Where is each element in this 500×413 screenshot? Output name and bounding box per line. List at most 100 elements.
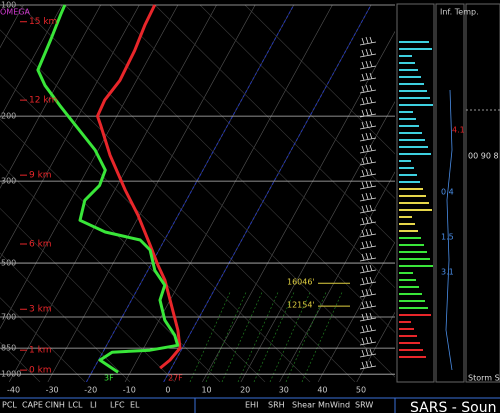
x-tick-label: -30 (46, 386, 59, 395)
mixing-ratio (253, 292, 295, 382)
wind-barb (359, 348, 377, 358)
dry-adiabat (0, 118, 266, 382)
wind-barb (359, 132, 377, 142)
wind-barb (359, 108, 377, 118)
x-tick-label: 10 (201, 386, 211, 395)
wind-barb (359, 48, 377, 58)
x-tick-label: 20 (240, 386, 250, 395)
height-label: 15 km (29, 17, 57, 27)
pressure-label: 300 (1, 177, 16, 186)
mixing-ratio (237, 292, 279, 382)
profile-line (36, 4, 180, 374)
surface-dewpoint-label: 3F (104, 374, 114, 383)
wind-barb (359, 312, 377, 322)
mixing-ratio (285, 292, 327, 382)
wind-barb (359, 336, 377, 346)
inferred-temp-panel (435, 3, 465, 383)
height-label: 1 km (29, 346, 52, 356)
mixing-ratio (189, 292, 231, 382)
pressure-label: 100 (1, 1, 16, 10)
wind-barb (359, 60, 377, 70)
isotherm (8, 4, 217, 382)
inferred-temp-title: Inf. Temp. (440, 8, 479, 17)
hodo-footer: Storm Sli (468, 374, 500, 383)
mixing-ratio (301, 292, 343, 382)
x-tick-label: 50 (356, 386, 366, 395)
table-header: CINH (45, 401, 65, 410)
wind-barb (359, 216, 377, 226)
mixing-ratio (221, 292, 263, 382)
dry-adiabat (0, 252, 131, 382)
table-header: LFC (110, 401, 125, 410)
table-header: MnWind (318, 401, 350, 410)
x-tick-label: -20 (84, 386, 97, 395)
wind-barb (359, 228, 377, 238)
wind-barb (359, 72, 377, 82)
wind-barb (359, 168, 377, 178)
height-label: 12 km (29, 96, 57, 106)
table-header: LCL (68, 401, 83, 410)
skewt-panel (0, 4, 395, 382)
isotherm (0, 4, 101, 189)
inferred-temp-label: 1.5 (441, 233, 454, 242)
level-label: 12154' (287, 301, 315, 310)
table-header: SRW (355, 401, 373, 410)
dry-adiabat (0, 297, 86, 382)
wind-barb (359, 180, 377, 190)
wind-barb (359, 192, 377, 202)
table-header: EL (130, 401, 140, 410)
table-header: Shear (292, 401, 316, 410)
pressure-label: 850 (1, 344, 16, 353)
wind-barb (359, 276, 377, 286)
dry-adiabat (19, 4, 395, 378)
wind-barb (359, 120, 377, 130)
wind-barb (359, 288, 377, 298)
skewt-overlay: 100 200 300 500 700 850 1000 15 km 12 km 9 km 6 km… (1, 1, 350, 379)
pressure-label: 200 (1, 112, 16, 121)
wind-barb (359, 144, 377, 154)
x-tick-label: 30 (279, 386, 289, 395)
table-header: CAPE (22, 401, 43, 410)
isotherm (0, 4, 179, 330)
dry-adiabat (154, 4, 395, 244)
inferred-temp-trace (445, 89, 453, 371)
isotherm (124, 4, 333, 382)
omega-label: OMEGA (0, 8, 30, 17)
profile-line (96, 4, 182, 370)
isotherm (47, 4, 256, 382)
dry-adiabat (0, 74, 311, 382)
wind-barb (359, 252, 377, 262)
wind-barb (359, 264, 377, 274)
mixing-ratio (269, 292, 311, 382)
wind-barb (359, 84, 377, 94)
dry-adiabat (109, 4, 395, 289)
pressure-label: 700 (1, 312, 16, 321)
dry-adiabat (244, 4, 395, 155)
table-header: PCL (2, 401, 17, 410)
level-label: 16046' (287, 278, 315, 287)
freezing-isotherm (163, 4, 372, 382)
inferred-temp-label: 3.1 (441, 268, 454, 277)
surface-temp-label: 27F (168, 374, 183, 383)
table-header: LI (90, 401, 97, 410)
x-tick-label: 0 (165, 386, 170, 395)
wind-barb (359, 240, 377, 250)
height-label: 6 km (29, 239, 52, 249)
sars-title: SARS - Soun (410, 400, 497, 413)
isotherm (240, 101, 395, 382)
pressure-label: 500 (1, 259, 16, 268)
isotherm (0, 4, 63, 119)
wind-barb (359, 204, 377, 214)
dry-adiabat (0, 163, 221, 382)
table-header: EHI (245, 401, 258, 410)
isotherm (317, 241, 395, 382)
isotherm (202, 30, 395, 382)
freezing-isotherm (85, 4, 295, 382)
dry-adiabat (64, 4, 395, 333)
height-label: 0 km (29, 366, 52, 376)
height-label: 3 km (29, 305, 52, 315)
hodograph-panel (465, 3, 500, 383)
mixing-ratio (205, 292, 247, 382)
height-label: 9 km (29, 171, 52, 181)
